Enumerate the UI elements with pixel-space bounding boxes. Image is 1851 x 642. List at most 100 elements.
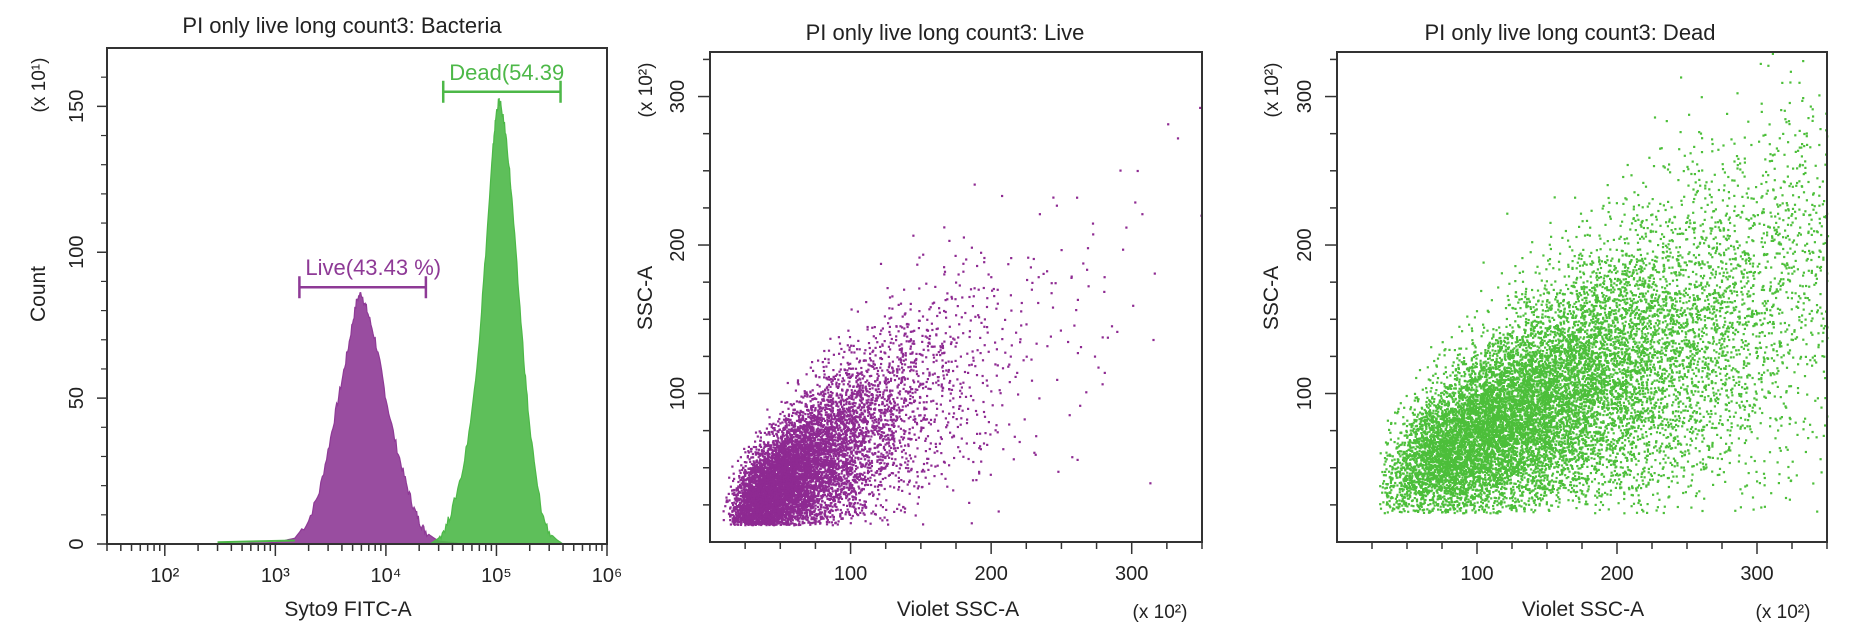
scatter-point xyxy=(844,493,847,496)
scatter-point xyxy=(809,430,812,433)
scatter-point xyxy=(911,342,914,345)
scatter-point xyxy=(835,414,838,417)
scatter-point xyxy=(851,393,854,396)
scatter-point xyxy=(809,491,813,494)
scatter-point xyxy=(811,434,814,437)
scatter-point xyxy=(874,354,877,357)
scatter-point xyxy=(1009,355,1012,358)
scatter-point xyxy=(746,456,749,459)
scatter-point xyxy=(956,305,959,308)
scatter-point xyxy=(843,454,847,457)
scatter-point xyxy=(864,381,867,384)
scatter-point xyxy=(774,439,777,442)
scatter-point xyxy=(845,454,848,457)
live-gate-label: Live(43.43 %) xyxy=(305,255,441,280)
scatter-point xyxy=(962,236,965,239)
scatter-point xyxy=(895,339,898,342)
scatter-point xyxy=(747,478,750,481)
scatter-point xyxy=(782,523,785,526)
scatter-point xyxy=(888,456,891,459)
scatter-point xyxy=(759,458,762,461)
scatter-point xyxy=(870,483,873,487)
scatter-point xyxy=(924,450,927,453)
scatter-point xyxy=(884,476,887,480)
scatter-point xyxy=(909,457,913,460)
scatter-point xyxy=(830,492,833,495)
scatter-point xyxy=(819,522,822,525)
scatter-point xyxy=(944,361,947,364)
scatter-point xyxy=(882,412,885,415)
scatter-point xyxy=(952,412,956,415)
scatter-point xyxy=(909,394,912,397)
scatter-point xyxy=(891,389,894,392)
scatter-point xyxy=(752,460,755,463)
scatter-point xyxy=(748,503,751,506)
scatter-point xyxy=(918,401,921,404)
scatter-point xyxy=(878,493,881,496)
scatter-point xyxy=(822,442,825,445)
scatter-point xyxy=(818,481,821,484)
scatter-point xyxy=(887,370,890,374)
live-scatter-title: PI only live long count3: Live xyxy=(806,20,1085,45)
scatter-point xyxy=(736,520,739,523)
scatter-point xyxy=(907,390,910,393)
scatter-point xyxy=(818,519,821,523)
scatter-point xyxy=(858,391,861,394)
scatter-point xyxy=(790,494,793,497)
scatter-point xyxy=(923,408,926,411)
scatter-point xyxy=(836,523,839,526)
scatter-point xyxy=(872,510,875,513)
scatter-point xyxy=(761,520,764,523)
scatter-point xyxy=(899,325,902,328)
scatter-point xyxy=(826,432,829,435)
scatter-point xyxy=(827,488,830,491)
scatter-point xyxy=(846,473,849,476)
scatter-point xyxy=(857,374,860,377)
scatter-point xyxy=(923,414,926,417)
histogram-title: PI only live long count3: Bacteria xyxy=(182,13,502,38)
scatter-point xyxy=(835,505,838,509)
scatter-point xyxy=(869,476,872,479)
scatter-point xyxy=(785,433,788,436)
scatter-point xyxy=(871,425,874,429)
scatter-point xyxy=(778,471,781,474)
scatter-point xyxy=(900,358,903,362)
scatter-point xyxy=(748,494,751,498)
scatter-point xyxy=(888,445,891,448)
scatter-point xyxy=(831,490,834,493)
scatter-point xyxy=(725,499,728,502)
scatter-point xyxy=(843,455,846,459)
scatter-point xyxy=(819,422,822,425)
scatter-point xyxy=(962,332,965,335)
scatter-point xyxy=(902,480,905,483)
scatter-point xyxy=(834,400,837,403)
scatter-point xyxy=(829,400,832,404)
scatter-point xyxy=(812,369,815,372)
scatter-point xyxy=(850,459,854,463)
scatter-point xyxy=(829,464,832,467)
scatter-point xyxy=(859,450,862,453)
scatter-point xyxy=(811,389,814,392)
scatter-point xyxy=(983,415,987,418)
scatter-point xyxy=(786,381,789,385)
scatter-point xyxy=(933,451,936,454)
scatter-point xyxy=(968,330,971,333)
scatter-point xyxy=(840,470,844,473)
scatter-point xyxy=(854,507,857,510)
scatter-point xyxy=(1042,272,1045,275)
scatter-point xyxy=(866,450,869,453)
scatter-point xyxy=(930,464,933,467)
scatter-point xyxy=(893,406,896,409)
scatter-point xyxy=(920,428,923,431)
scatter-point xyxy=(959,382,962,385)
scatter-point xyxy=(928,482,931,485)
scatter-point xyxy=(823,373,826,376)
scatter-point xyxy=(805,513,808,516)
scatter-point xyxy=(893,444,896,447)
scatter-point xyxy=(804,405,807,408)
scatter-point xyxy=(807,462,810,465)
scatter-point xyxy=(826,452,829,456)
scatter-point xyxy=(846,504,849,507)
scatter-point xyxy=(839,488,842,491)
scatter-point xyxy=(817,359,820,362)
